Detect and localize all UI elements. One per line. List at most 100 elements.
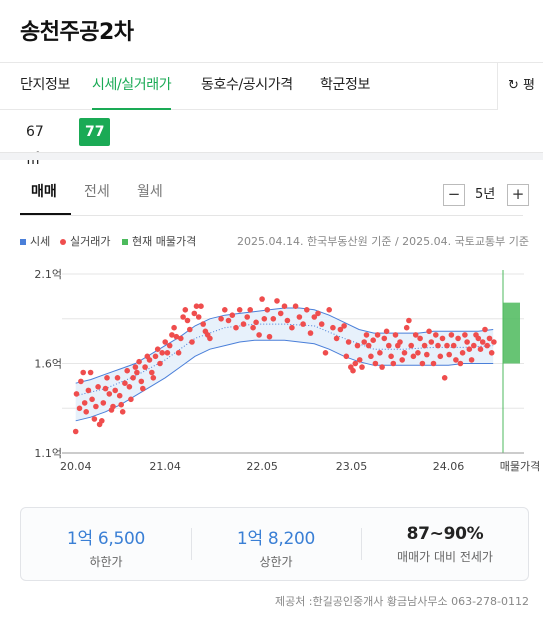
actual-deal-point xyxy=(372,360,379,367)
actual-deal-point xyxy=(352,360,359,367)
actual-deal-point xyxy=(233,324,239,331)
actual-deal-point xyxy=(491,339,497,345)
actual-deal-point xyxy=(130,375,136,381)
x-tick-label: 매물가격 xyxy=(500,460,540,473)
actual-deal-point xyxy=(488,350,495,356)
actual-deal-point xyxy=(296,314,303,320)
legend-current: 현재 매물가격 xyxy=(122,233,196,249)
actual-deal-point xyxy=(236,307,243,313)
summary-divider xyxy=(191,528,192,560)
actual-deal-point xyxy=(180,314,186,320)
legend-actual-swatch xyxy=(60,239,66,245)
actual-deal-point xyxy=(484,342,491,349)
actual-deal-point xyxy=(326,307,333,313)
actual-deal-point xyxy=(300,321,306,327)
actual-deal-point xyxy=(270,316,277,322)
main-tabs: 단지정보 시세/실거래가 동호수/공시가격 학군정보 ↻ 평 xyxy=(0,62,543,110)
actual-deal-point xyxy=(195,314,202,320)
actual-deal-point xyxy=(118,401,124,408)
actual-deal-point xyxy=(266,333,273,340)
actual-deal-point xyxy=(466,346,473,352)
legend-actual: 실거래가 xyxy=(60,233,110,249)
actual-deal-point xyxy=(87,369,94,376)
actual-deal-point xyxy=(76,405,83,412)
actual-deal-point xyxy=(304,307,310,313)
actual-deal-point xyxy=(370,337,377,343)
summary-high-label: 상한가 xyxy=(259,555,293,569)
actual-deal-point xyxy=(379,364,385,370)
actual-deal-point xyxy=(307,330,314,336)
legend-current-label: 현재 매물가격 xyxy=(132,235,197,248)
actual-deal-point xyxy=(102,385,109,392)
actual-deal-point xyxy=(457,360,464,367)
actual-deal-point xyxy=(315,310,321,317)
actual-deal-point xyxy=(397,339,403,345)
actual-deal-point xyxy=(91,416,98,422)
actual-deal-point xyxy=(178,335,184,342)
legend-actual-label: 실거래가 xyxy=(70,235,111,248)
x-tick-label: 23.05 xyxy=(336,460,368,473)
legend-market-label: 시세 xyxy=(30,235,51,248)
actual-deal-point xyxy=(277,310,284,317)
area-unit-toggle[interactable]: ↻ 평 xyxy=(497,63,543,110)
price-summary: 1억 6,500 하한가 1억 8,200 상한가 87~90% 매매가 대비 … xyxy=(20,507,529,581)
actual-deal-point xyxy=(410,353,417,360)
footer-source: 제공처 :한길공인중개사 황금남사무소 063-278-0112 xyxy=(274,595,529,608)
actual-deal-point xyxy=(374,332,381,338)
actual-deal-point xyxy=(464,339,470,345)
summary-ratio-label: 매매가 대비 전세가 xyxy=(397,550,493,564)
summary-low-label: 하한가 xyxy=(89,555,123,569)
summary-low: 1억 6,500 하한가 xyxy=(21,508,191,580)
actual-deal-point xyxy=(138,378,145,385)
period-label: 5년 xyxy=(475,187,496,202)
tab-sale[interactable]: 매매 xyxy=(20,172,71,215)
actual-deal-point xyxy=(477,346,484,352)
actual-deal-point xyxy=(345,339,352,345)
tab-school[interactable]: 학군정보 xyxy=(320,77,370,93)
actual-deal-point xyxy=(150,375,157,381)
actual-deal-point xyxy=(132,364,139,370)
actual-deal-point xyxy=(419,360,426,367)
actual-deal-point xyxy=(281,303,288,309)
actual-deal-point xyxy=(459,350,466,356)
period-decrease-button[interactable]: − xyxy=(443,184,465,206)
actual-deal-point xyxy=(169,332,175,338)
actual-deal-point xyxy=(264,307,271,313)
actual-deal-point xyxy=(244,314,250,320)
actual-deal-point xyxy=(78,378,84,385)
actual-deal-point xyxy=(164,350,171,356)
actual-deal-point xyxy=(453,357,459,363)
tab-jeonse[interactable]: 전세 xyxy=(84,184,110,200)
deal-type-tabs: 매매 전세 월세 xyxy=(20,172,523,216)
actual-deal-point xyxy=(292,303,299,309)
actual-deal-point xyxy=(386,342,392,349)
tab-monthly[interactable]: 월세 xyxy=(137,184,163,200)
actual-deal-point xyxy=(250,324,256,331)
actual-deal-point xyxy=(83,409,89,415)
actual-deal-point xyxy=(415,350,421,356)
actual-deal-point xyxy=(256,332,262,338)
tab-complex-info[interactable]: 단지정보 xyxy=(20,77,70,93)
area-67[interactable]: 67㎡ xyxy=(26,124,44,168)
tab-price[interactable]: 시세/실거래가 xyxy=(92,63,172,110)
actual-deal-point xyxy=(157,360,163,367)
area-77[interactable]: 77㎡ xyxy=(79,118,111,168)
actual-deal-point xyxy=(482,326,488,333)
actual-deal-point xyxy=(126,384,133,390)
actual-deal-point xyxy=(222,307,228,313)
summary-high-value: 1억 8,200 xyxy=(236,529,316,549)
tab-unit-price[interactable]: 동호수/공시가격 xyxy=(201,77,293,93)
actual-deal-point xyxy=(343,353,350,360)
actual-deal-point xyxy=(381,335,388,342)
actual-deal-point xyxy=(225,317,232,324)
actual-deal-point xyxy=(468,357,475,363)
actual-deal-point xyxy=(85,387,92,394)
actual-deal-point xyxy=(95,384,101,390)
actual-deal-point xyxy=(390,360,397,367)
actual-deal-point xyxy=(435,342,441,349)
actual-deal-point xyxy=(350,367,356,374)
actual-deal-point xyxy=(81,400,88,406)
actual-deal-point xyxy=(377,350,383,356)
period-increase-button[interactable]: + xyxy=(507,184,529,206)
actual-deal-point xyxy=(146,357,153,363)
